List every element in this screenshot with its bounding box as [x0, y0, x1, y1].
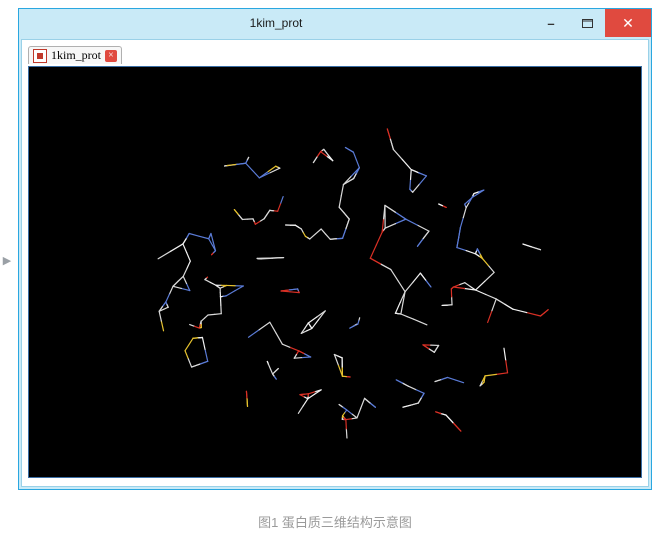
window-controls: – ✕ [533, 9, 651, 37]
close-button[interactable]: ✕ [605, 9, 651, 37]
figure-caption: 图1 蛋白质三维结构示意图 [0, 512, 670, 531]
minimize-button[interactable]: – [533, 9, 569, 37]
maximize-icon [582, 19, 593, 28]
molecule-file-icon [33, 49, 47, 63]
molecule-viewer[interactable] [28, 66, 642, 478]
molecule-wireframe [29, 67, 641, 477]
tab-close-button[interactable]: × [105, 50, 117, 62]
client-area: 1kim_prot × [21, 39, 649, 487]
document-tab[interactable]: 1kim_prot × [28, 46, 122, 64]
window-title: 1kim_prot [19, 9, 533, 37]
titlebar[interactable]: 1kim_prot – ✕ [19, 9, 651, 37]
tab-label: 1kim_prot [51, 48, 101, 63]
app-window: 1kim_prot – ✕ 1kim_prot × [18, 8, 652, 490]
tab-strip: 1kim_prot × [28, 44, 642, 66]
maximize-button[interactable] [569, 9, 605, 37]
sidebar-expand-handle[interactable]: ▶ [2, 250, 12, 270]
